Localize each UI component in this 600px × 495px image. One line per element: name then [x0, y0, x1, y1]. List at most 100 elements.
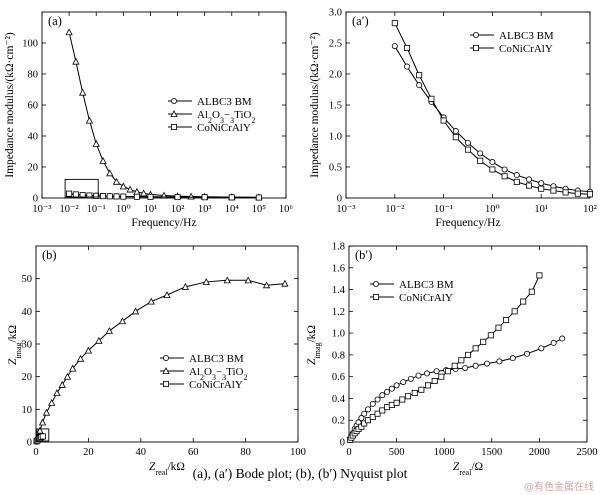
panel-label: (b′) — [355, 248, 372, 262]
data-point — [369, 400, 376, 407]
watermark-text: @有色金属在线 — [524, 482, 594, 493]
data-point — [84, 346, 93, 354]
x-tick-label: 10⁰ — [485, 204, 500, 215]
legend-label: ALBC3 BM — [499, 30, 554, 42]
x-axis-label: Zreal/Ω — [453, 461, 483, 477]
data-point — [480, 338, 487, 345]
plot-frame — [348, 245, 588, 443]
data-point — [503, 317, 510, 324]
data-point — [440, 117, 447, 124]
legend-marker — [162, 367, 170, 374]
data-point — [405, 393, 412, 400]
data-point — [361, 420, 368, 427]
data-point — [464, 146, 471, 153]
y-tick-label: 0 — [27, 438, 32, 449]
data-point — [139, 189, 148, 197]
data-point — [418, 386, 425, 393]
data-point — [92, 139, 100, 147]
legend-marker — [170, 124, 177, 131]
zoom-box — [64, 178, 99, 198]
data-point — [489, 166, 496, 173]
data-point — [58, 380, 66, 388]
x-tick-label: 10³ — [198, 204, 212, 215]
data-point — [384, 388, 391, 395]
legend-label: CoNiCrAlY — [197, 122, 251, 134]
y-tick-label: 1.0 — [329, 132, 342, 143]
data-point — [416, 82, 423, 89]
panel-label: (a) — [48, 14, 62, 28]
x-axis-label: Frequency/Hz — [435, 217, 500, 229]
panel-label: (a′) — [352, 14, 369, 28]
data-point — [524, 350, 531, 357]
data-point — [464, 351, 471, 358]
x-tick-label: 20 — [83, 447, 94, 458]
data-point — [393, 399, 400, 406]
y-axis-label: Zimag/kΩ — [306, 325, 322, 365]
x-tick-label: 40 — [136, 447, 147, 458]
series-square — [66, 190, 262, 201]
data-point — [462, 364, 469, 371]
data-point — [574, 190, 581, 197]
x-tick-label: 0 — [346, 447, 351, 458]
x-tick-label: 10⁻¹ — [434, 204, 453, 215]
x-tick-label: 60 — [188, 447, 199, 458]
y-tick-label: 0.8 — [332, 350, 345, 361]
data-point — [559, 335, 566, 342]
data-point — [513, 172, 520, 179]
data-point — [415, 372, 422, 379]
data-point — [404, 63, 411, 70]
series-line — [349, 338, 563, 441]
data-point — [147, 193, 154, 200]
figure-caption: (a), (a′) Bode plot; (b), (b′) Nyquist p… — [192, 466, 408, 481]
y-tick-label: 0.5 — [329, 163, 342, 174]
data-point — [538, 185, 545, 192]
y-tick-label: 0.2 — [332, 416, 345, 427]
y-tick-label: 0.4 — [332, 394, 346, 405]
legend-marker — [170, 110, 178, 117]
data-point — [365, 406, 372, 413]
data-point — [538, 345, 545, 352]
data-point — [72, 57, 80, 65]
data-point — [86, 192, 93, 199]
y-tick-label: 20 — [22, 372, 33, 383]
data-point — [489, 159, 496, 166]
y-tick-label: 1.2 — [332, 307, 345, 318]
chart-a2: 10⁻³ 10⁻² 10⁻¹ 10⁰ 10¹ 10² 0 0.5 1.0 1.5 2.0 2.5 3.0… — [309, 8, 597, 230]
series-circle — [346, 335, 566, 443]
data-point — [85, 116, 94, 124]
chart-b: 0 20 40 60 80 100 0 10 20 30 40 50 (b) Zreal/kΩ Zimag/… — [7, 245, 306, 477]
zoom-box — [36, 428, 50, 442]
x-tick-label: 10⁻² — [385, 204, 404, 215]
series-square — [391, 20, 594, 198]
x-tick-label: 10¹ — [534, 204, 548, 215]
data-point — [550, 187, 557, 194]
x-tick-label: 10⁻³ — [32, 204, 51, 215]
x-tick-label: 1500 — [481, 447, 502, 458]
legend-label: ALBC3 BM — [189, 353, 244, 365]
data-point — [262, 281, 271, 289]
x-tick-label: 10¹ — [144, 204, 158, 215]
data-point — [181, 282, 190, 290]
data-point — [95, 336, 103, 344]
data-point — [255, 194, 262, 201]
data-point — [118, 317, 127, 325]
data-point — [361, 410, 368, 417]
y-tick-label: 1.4 — [332, 285, 346, 296]
data-point — [105, 327, 114, 334]
data-point — [562, 189, 569, 196]
data-point — [520, 298, 527, 305]
series-triangle — [33, 276, 289, 441]
data-point — [495, 324, 502, 331]
legend-label: ALBC3 BM — [399, 279, 454, 291]
data-point — [163, 291, 171, 298]
y-tick-label: 40 — [28, 132, 39, 143]
data-point — [393, 382, 400, 389]
data-point — [147, 297, 155, 305]
x-axis-label: Frequency/Hz — [131, 217, 196, 229]
y-tick-label: 1.6 — [332, 263, 345, 274]
y-tick-label: 3.0 — [329, 8, 342, 19]
data-point — [400, 379, 407, 386]
data-point — [76, 354, 85, 362]
data-point — [223, 276, 231, 284]
data-point — [36, 426, 44, 434]
